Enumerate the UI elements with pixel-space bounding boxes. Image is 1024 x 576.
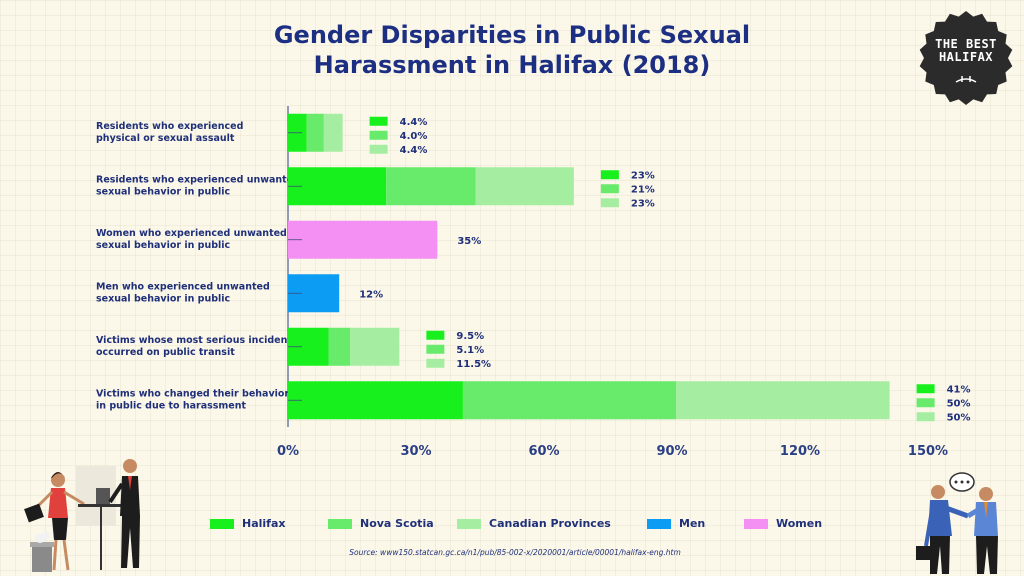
data-label-swatch bbox=[369, 116, 388, 126]
chart-legend: Halifax Nova Scotia Canadian Provinces M… bbox=[210, 516, 850, 532]
category-label: sexual behavior in public bbox=[96, 293, 230, 304]
x-tick-label: 120% bbox=[780, 444, 820, 459]
handshake-illustration bbox=[916, 472, 998, 574]
data-label: 4.4% bbox=[400, 145, 428, 156]
badge-line1: THE BEST bbox=[935, 37, 997, 51]
data-label: 41% bbox=[947, 384, 971, 395]
category-label: Residents who experienced bbox=[96, 121, 243, 132]
legend-swatch bbox=[210, 519, 234, 529]
bar-segment bbox=[462, 381, 677, 420]
bar-segment bbox=[306, 113, 324, 152]
chart-title-line1: Gender Disparities in Public Sexual bbox=[273, 21, 751, 49]
legend-swatch bbox=[457, 519, 481, 529]
legend-label: Men bbox=[679, 517, 706, 530]
bar-segment bbox=[323, 113, 343, 152]
legend-label: Canadian Provinces bbox=[489, 517, 611, 530]
category-label: Women who experienced unwanted bbox=[96, 228, 287, 239]
data-label-swatch bbox=[426, 358, 445, 368]
category-label: in public due to harassment bbox=[96, 400, 247, 411]
category-label: Victims who changed their behavior bbox=[96, 388, 289, 399]
chart-title: Gender Disparities in Public Sexual Hara… bbox=[262, 20, 762, 80]
data-label: 11.5% bbox=[456, 359, 491, 370]
badge-line2: HALIFAX bbox=[938, 50, 994, 64]
legend-swatch bbox=[328, 519, 352, 529]
data-label-swatch bbox=[369, 144, 388, 154]
data-label-swatch bbox=[426, 330, 445, 340]
data-label: 4.0% bbox=[400, 131, 428, 142]
data-label: 21% bbox=[631, 184, 655, 195]
business-people-illustration bbox=[24, 459, 140, 572]
data-label: 50% bbox=[947, 398, 971, 409]
x-tick-label: 30% bbox=[400, 444, 431, 459]
badge-seal-icon bbox=[919, 11, 1013, 105]
legend-label: Halifax bbox=[242, 517, 286, 530]
data-label-swatch bbox=[600, 184, 619, 194]
bar-segment bbox=[288, 381, 463, 420]
data-label-swatch bbox=[369, 130, 388, 140]
category-label: Victims whose most serious incident bbox=[96, 335, 292, 346]
brand-logo: THE BEST HALIFAX bbox=[918, 10, 1014, 106]
data-label: 9.5% bbox=[456, 331, 484, 342]
data-label-swatch bbox=[600, 198, 619, 208]
bar-segment bbox=[350, 327, 400, 366]
legend-swatch bbox=[744, 519, 768, 529]
legend-swatch bbox=[647, 519, 671, 529]
bar-segment bbox=[386, 167, 476, 206]
x-tick-label: 0% bbox=[277, 444, 299, 459]
badge-text: THE BEST HALIFAX bbox=[918, 38, 1014, 64]
x-tick-label: 150% bbox=[908, 444, 948, 459]
source-note: Source: www150.statcan.gc.ca/n1/pub/85-0… bbox=[349, 548, 681, 557]
category-label: physical or sexual assault bbox=[96, 133, 235, 144]
data-label-swatch bbox=[600, 170, 619, 180]
bar-segment bbox=[288, 220, 438, 259]
bar-segment bbox=[676, 381, 890, 420]
chart-title-line2: Harassment in Halifax (2018) bbox=[313, 51, 711, 79]
data-label-swatch bbox=[916, 398, 935, 408]
legend-label: Women bbox=[776, 517, 823, 530]
category-label: Residents who experienced unwanted bbox=[96, 174, 300, 185]
category-label: Men who experienced unwanted bbox=[96, 281, 270, 292]
data-label: 12% bbox=[359, 289, 383, 300]
data-label: 23% bbox=[631, 198, 655, 209]
legend-label: Nova Scotia bbox=[360, 517, 434, 530]
data-label: 50% bbox=[947, 412, 971, 423]
category-label: sexual behavior in public bbox=[96, 240, 230, 251]
data-label-swatch bbox=[916, 384, 935, 394]
data-label: 5.1% bbox=[456, 345, 484, 356]
category-label: occurred on public transit bbox=[96, 347, 235, 358]
x-tick-label: 60% bbox=[528, 444, 559, 459]
bar-segment bbox=[288, 167, 387, 206]
bar-segment bbox=[328, 327, 351, 366]
data-label-swatch bbox=[916, 412, 935, 422]
data-label: 4.4% bbox=[400, 117, 428, 128]
data-label: 35% bbox=[457, 236, 481, 247]
x-tick-label: 90% bbox=[656, 444, 687, 459]
data-label: 23% bbox=[631, 170, 655, 181]
category-label: sexual behavior in public bbox=[96, 186, 230, 197]
bar-segment bbox=[475, 167, 574, 206]
data-label-swatch bbox=[426, 344, 445, 354]
